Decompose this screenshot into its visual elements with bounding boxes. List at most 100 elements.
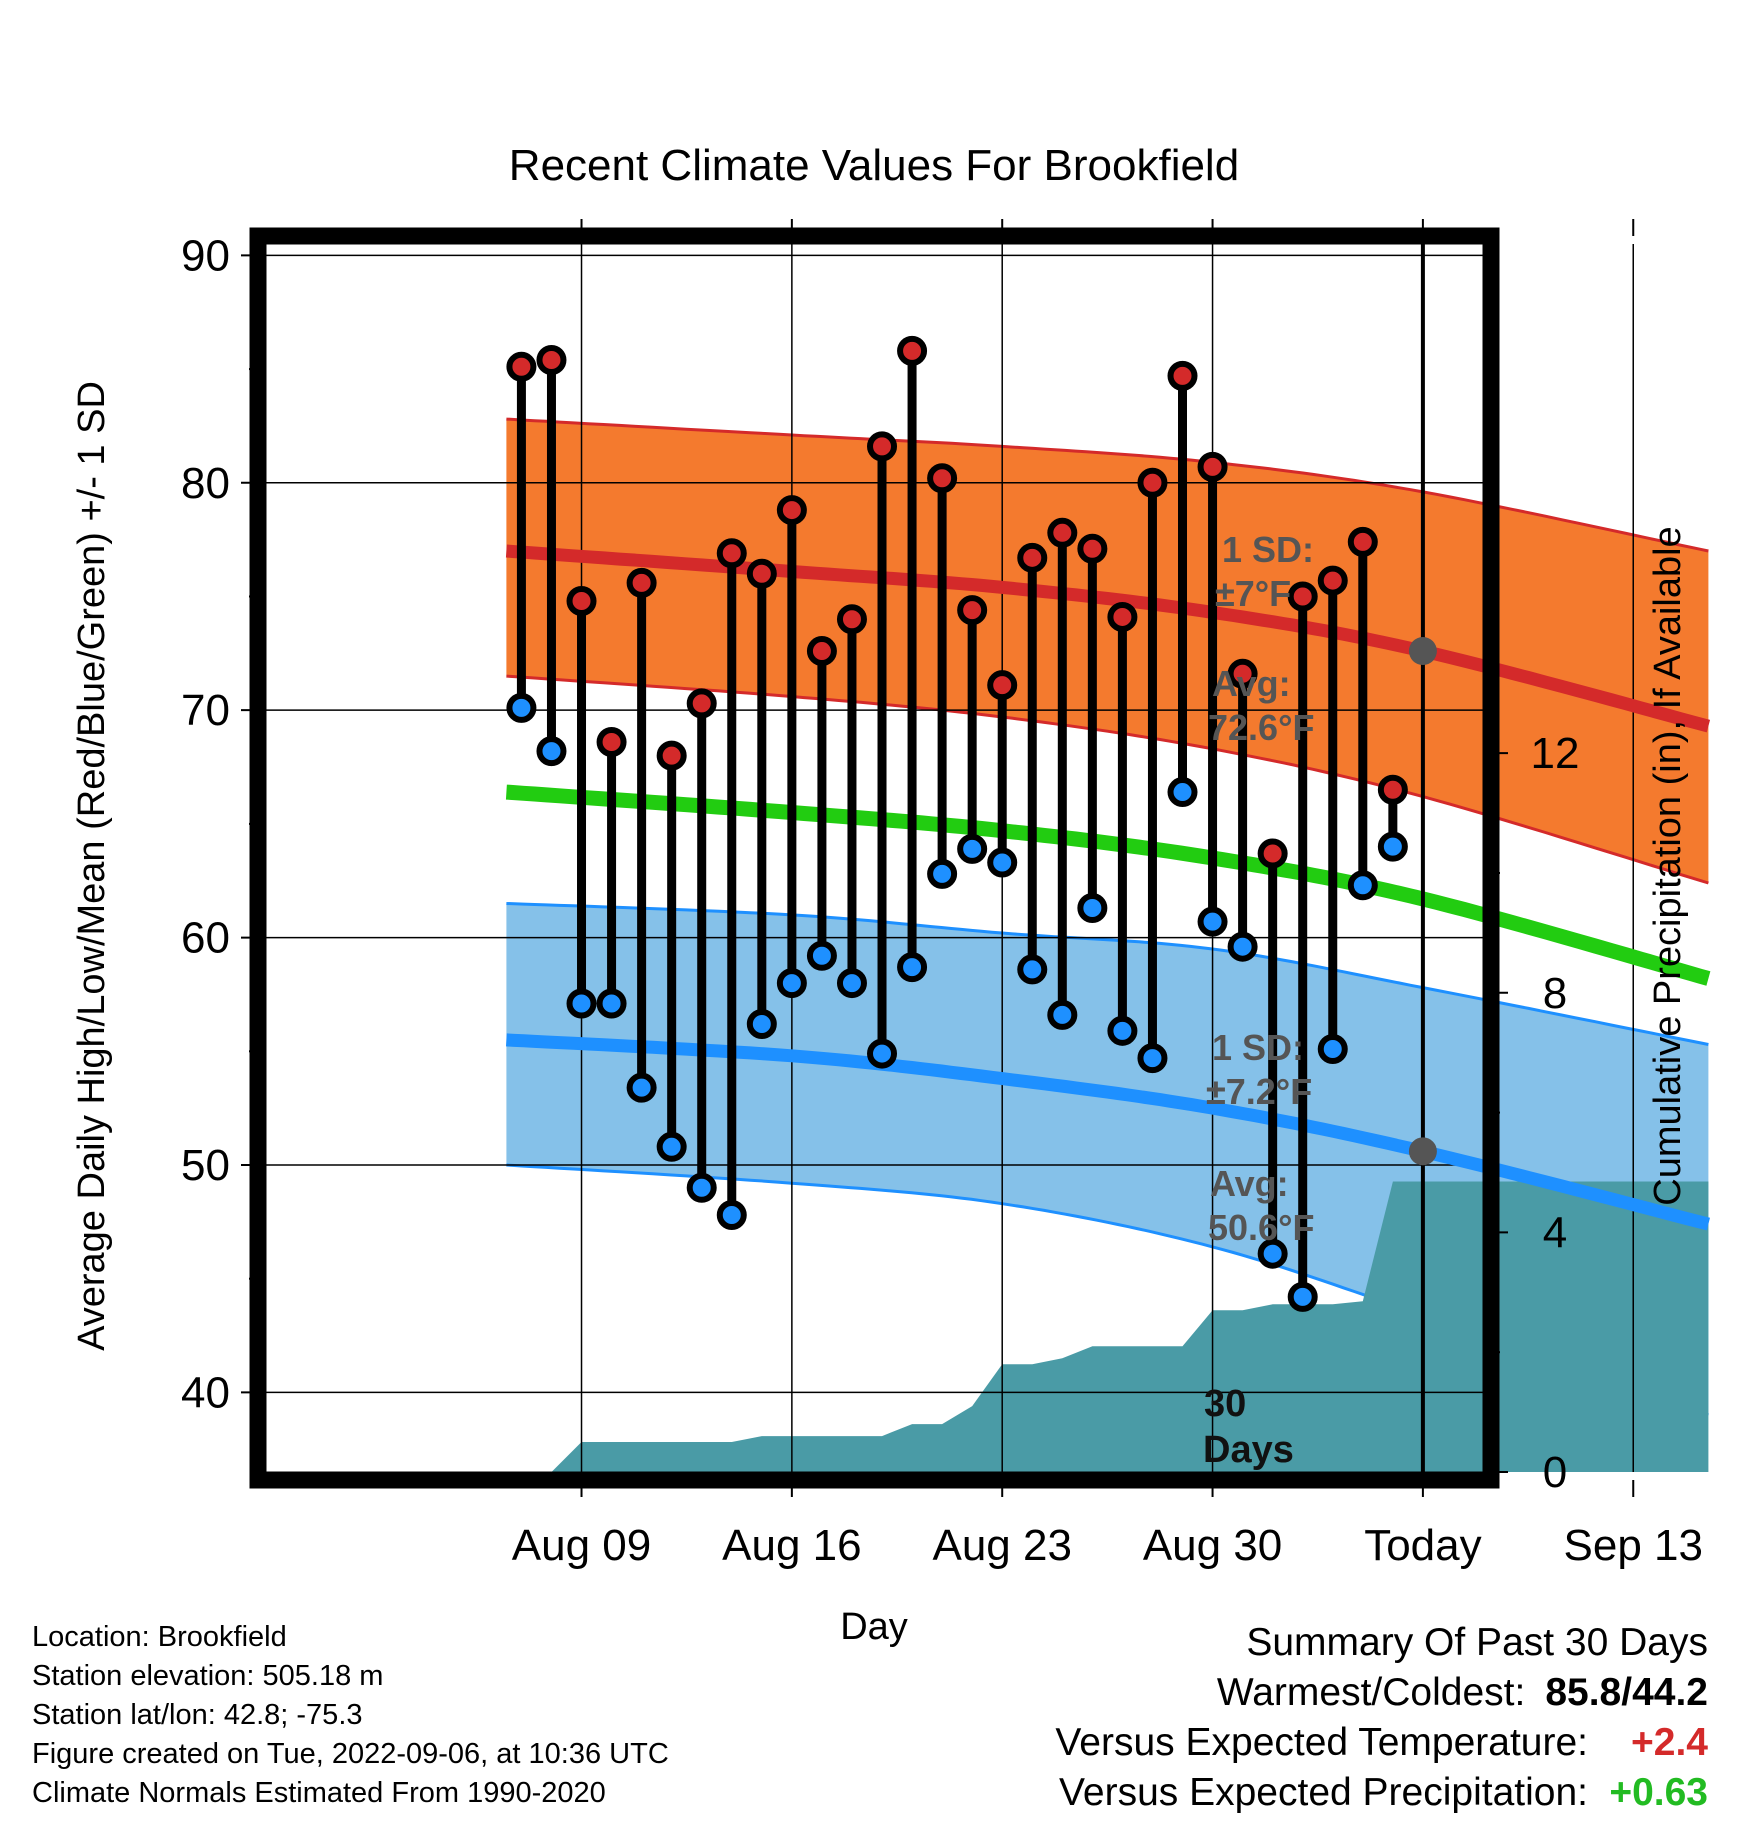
info-normals: Climate Normals Estimated From 1990-2020 — [32, 1777, 606, 1809]
high-point — [927, 463, 958, 494]
high-point — [836, 604, 867, 635]
low-point — [1107, 1015, 1138, 1046]
high-point — [1017, 542, 1048, 573]
high-point — [1227, 658, 1258, 689]
today-high-marker — [1408, 637, 1437, 666]
low-point — [656, 1131, 687, 1162]
low-point — [957, 833, 988, 864]
x-axis-label: Day — [840, 1606, 908, 1648]
y-tick-label: 50 — [181, 1141, 230, 1190]
high-point — [1167, 360, 1198, 391]
summary-warm-cold: Warmest/Coldest: 85.8/44.2 — [1055, 1668, 1708, 1718]
high-point — [1197, 451, 1228, 482]
low-point — [1017, 954, 1048, 985]
high-point — [746, 558, 777, 589]
temp-diff-label: Versus Expected Temperature: — [1055, 1721, 1588, 1764]
high-point — [1257, 838, 1288, 869]
y-tick-label: 80 — [181, 459, 230, 508]
high-point — [1317, 565, 1348, 596]
low-point — [806, 940, 837, 971]
summary-heading: Summary Of Past 30 Days — [1246, 1621, 1708, 1664]
annotations: 1 SD: ±7°F Avg: 72.6°F 1 SD: ±7.2°F Avg:… — [1203, 529, 1314, 1471]
low-point — [686, 1172, 717, 1203]
high-point — [536, 344, 567, 375]
low-point — [1257, 1238, 1288, 1269]
high-point — [1107, 601, 1138, 632]
info-latlon: Station lat/lon: 42.8; -75.3 — [32, 1699, 363, 1731]
low-point — [836, 968, 867, 999]
low-point — [566, 988, 597, 1019]
x-tick-label: Aug 23 — [932, 1521, 1071, 1570]
low-point — [596, 988, 627, 1019]
high-point — [656, 740, 687, 771]
y-tick-label: 40 — [181, 1368, 230, 1417]
avg-high-line — [505, 544, 1711, 733]
low-point — [1167, 777, 1198, 808]
frame-border — [249, 227, 1500, 1489]
high-point — [1077, 533, 1108, 564]
info-location: Location: Brookfield — [32, 1621, 287, 1653]
high-point — [686, 688, 717, 719]
x-tick-label: Aug 16 — [722, 1521, 861, 1570]
normal-lines — [505, 244, 1711, 1472]
x-tick-label: Sep 13 — [1564, 1521, 1703, 1570]
x-tick-label: Aug 30 — [1143, 1521, 1282, 1570]
observed-values — [506, 335, 1408, 1312]
low-point — [1317, 1034, 1348, 1065]
low-point — [1137, 1043, 1168, 1074]
high-point — [716, 538, 747, 569]
low-point — [867, 1038, 898, 1069]
y2-tick-label: 12 — [1531, 729, 1580, 778]
high-point — [506, 351, 537, 382]
low-point — [987, 847, 1018, 878]
y2-tick-label: 8 — [1543, 969, 1567, 1018]
high-point — [1287, 581, 1318, 612]
low-point — [1227, 931, 1258, 962]
info-created: Figure created on Tue, 2022-09-06, at 10… — [32, 1738, 669, 1770]
high-avg-value: 72.6°F — [1208, 707, 1314, 748]
low-point — [746, 1009, 777, 1040]
avg-low-line — [505, 1033, 1710, 1231]
low-point — [1377, 831, 1408, 862]
high-point — [1137, 467, 1168, 498]
high-point — [596, 727, 627, 758]
y2-tick-label: 4 — [1543, 1208, 1567, 1257]
low-point — [1287, 1281, 1318, 1312]
low-point — [506, 692, 537, 723]
low-point — [716, 1200, 747, 1231]
precip-fill — [521, 1181, 1709, 1472]
high-band-lower-edge — [506, 674, 1709, 885]
high-point — [626, 567, 657, 598]
high-sd-value: ±7°F — [1215, 573, 1291, 614]
plot-frame — [249, 227, 1500, 1489]
low-band-upper-edge — [506, 902, 1709, 1046]
high-point — [1377, 774, 1408, 805]
high-band — [506, 419, 1709, 883]
station-info: Location: Brookfield Station elevation: … — [32, 1618, 669, 1813]
low-point — [1077, 893, 1108, 924]
x-tick-label: Today — [1364, 1521, 1481, 1570]
high-sd-label: 1 SD: — [1222, 529, 1314, 570]
high-point — [957, 595, 988, 626]
high-point — [867, 431, 898, 462]
high-avg-label: Avg: — [1212, 663, 1291, 704]
precip-diff-value: +0.63 — [1609, 1771, 1708, 1814]
days-word: Days — [1203, 1429, 1294, 1471]
low-point — [1047, 999, 1078, 1030]
summary-precip: Versus Expected Precipitation: +0.63 — [1055, 1768, 1708, 1818]
low-avg-label: Avg: — [1210, 1163, 1289, 1204]
chart-title: Recent Climate Values For Brookfield — [509, 141, 1239, 190]
precipitation-area — [521, 1181, 1709, 1472]
info-elevation: Station elevation: 505.18 m — [32, 1660, 384, 1692]
high-band-upper-edge — [506, 417, 1709, 553]
y-tick-label: 60 — [181, 914, 230, 963]
low-point — [626, 1072, 657, 1103]
low-point — [536, 736, 567, 767]
low-point — [927, 858, 958, 889]
y2-tick-label: 0 — [1543, 1448, 1567, 1497]
low-sd-value: ±7.2°F — [1206, 1071, 1312, 1112]
high-point — [897, 335, 928, 366]
warm-cold-label: Warmest/Coldest: — [1216, 1671, 1526, 1714]
low-point — [897, 952, 928, 983]
temp-diff-value: +2.4 — [1631, 1721, 1708, 1764]
